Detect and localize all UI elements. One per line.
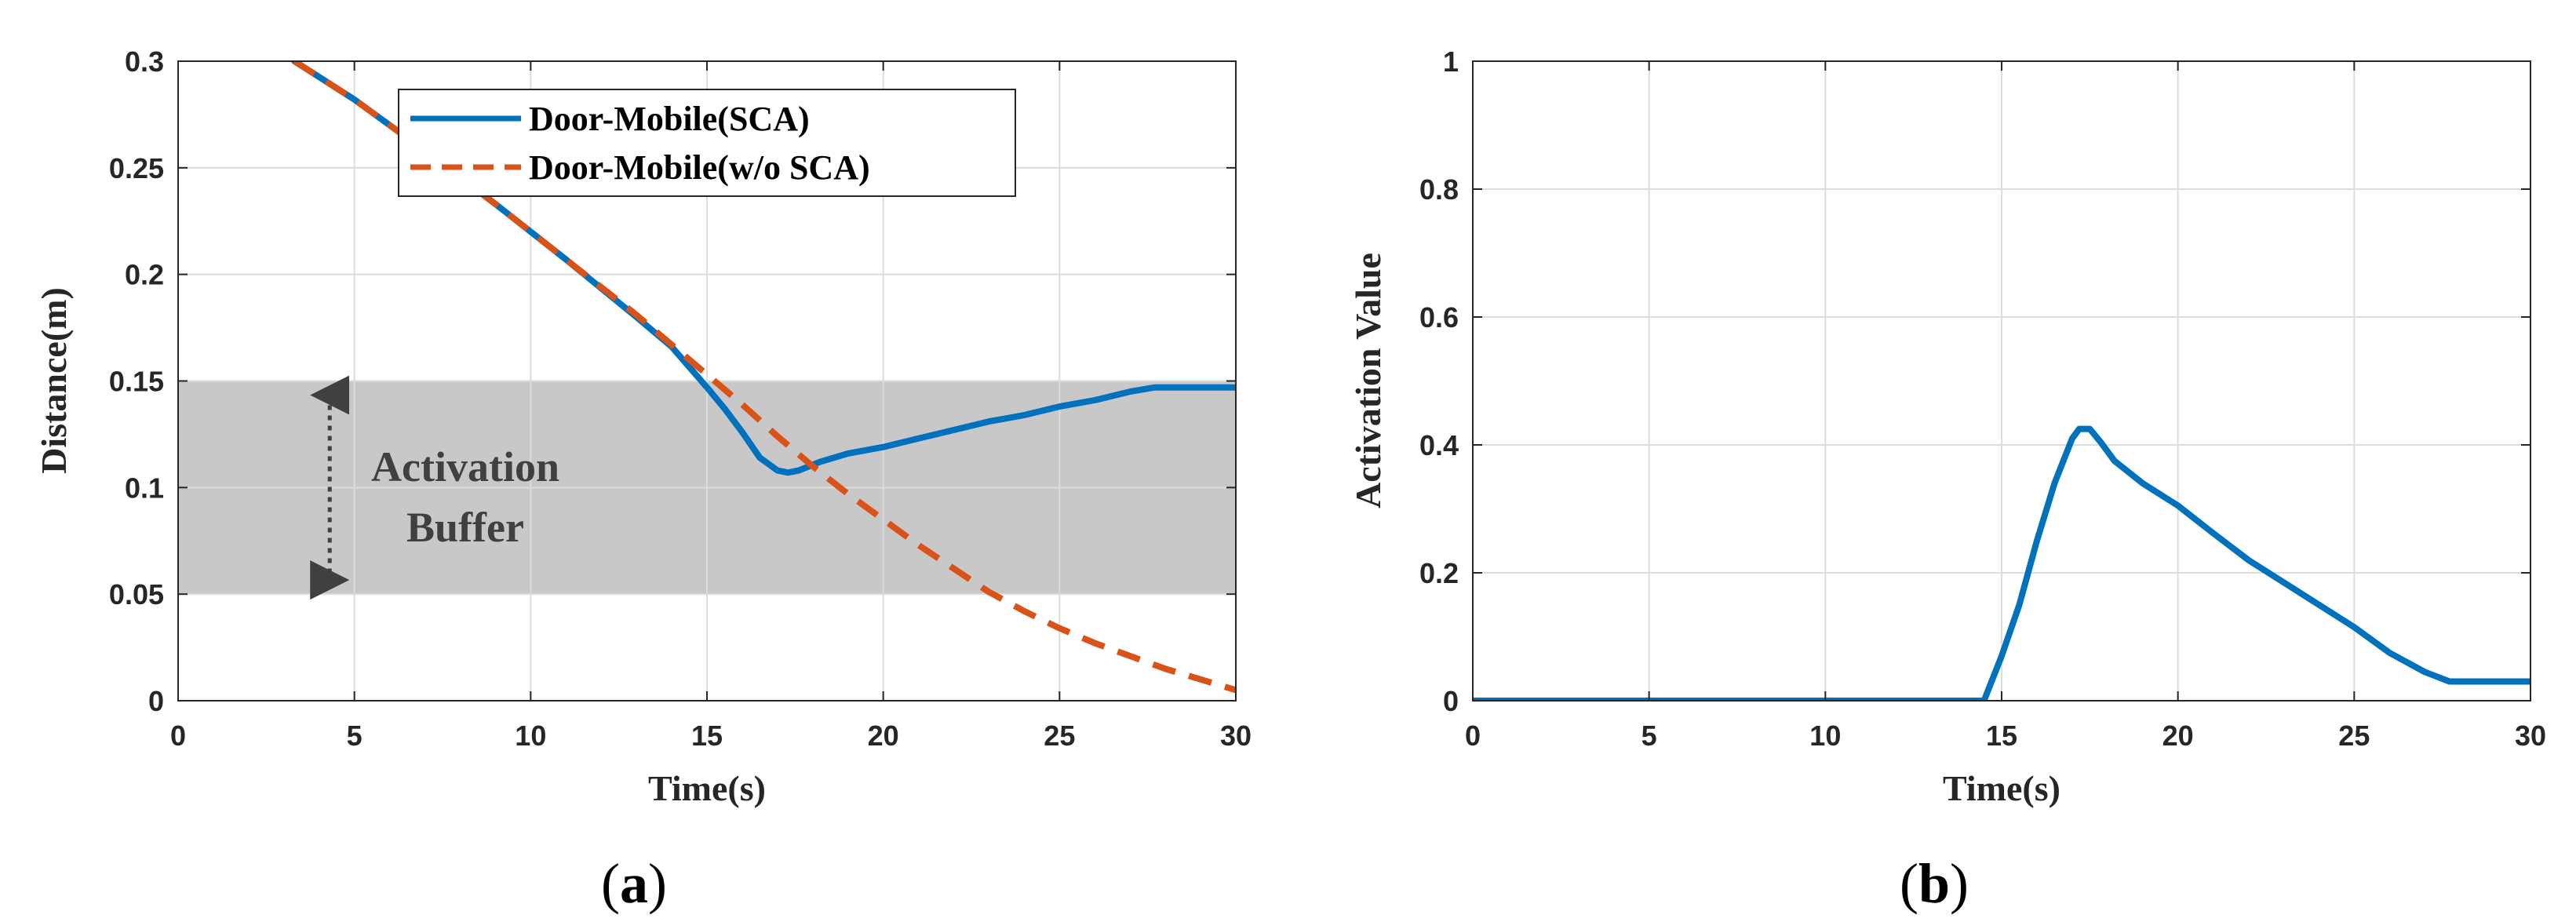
y-ticks-b: 0 0.2 0.4 0.6 0.8 1 — [1419, 46, 2530, 717]
y-tick-label: 0.8 — [1419, 173, 1459, 206]
panel-label-a: (a) — [601, 852, 667, 915]
y-tick-label: 0.3 — [125, 46, 164, 78]
x-tick-label: 30 — [1220, 720, 1252, 752]
y-tick-label: 0.25 — [109, 152, 164, 184]
x-tick-label: 20 — [2162, 720, 2194, 752]
y-tick-label: 0.2 — [1419, 557, 1459, 589]
x-axis-label-b: Time(s) — [1943, 768, 2060, 808]
x-ticks-a: 0 5 10 15 20 25 30 — [170, 61, 1252, 752]
legend-box — [398, 89, 1016, 197]
y-tick-label: 0.6 — [1419, 301, 1459, 333]
y-tick-label: 0.4 — [1419, 429, 1459, 461]
series-line-wo-sca — [293, 61, 1236, 694]
y-tick-label: 0.2 — [125, 259, 164, 291]
y-tick-label: 0.05 — [109, 578, 164, 610]
legend-label-sca: Door-Mobile(SCA) — [529, 100, 810, 138]
legend-a: Door-Mobile(SCA) Door-Mobile(w/o SCA) — [398, 89, 1016, 197]
y-tick-label: 0.15 — [109, 366, 164, 398]
x-tick-label: 0 — [1465, 720, 1481, 752]
legend-label-wo-sca: Door-Mobile(w/o SCA) — [529, 148, 870, 187]
x-tick-label: 5 — [347, 720, 363, 752]
annotation-line-2: Buffer — [406, 504, 524, 551]
y-tick-label: 1 — [1443, 46, 1459, 78]
x-tick-label: 15 — [691, 720, 723, 752]
y-axis-label-a: Distance(m) — [34, 287, 74, 474]
y-tick-label: 0 — [148, 685, 164, 717]
panel-letter-b: b — [1918, 852, 1950, 915]
series-group-b — [1473, 425, 2530, 701]
chart-a: 0 5 10 15 20 25 30 0 0.05 0.1 0.15 0.2 0.25 0.3 Time… — [34, 46, 1252, 915]
panel-letter-a: a — [620, 852, 648, 915]
x-tick-label: 10 — [1809, 720, 1841, 752]
panel-label-b: (b) — [1900, 852, 1969, 915]
x-tick-label: 25 — [2338, 720, 2370, 752]
x-tick-label: 25 — [1044, 720, 1075, 752]
x-tick-label: 20 — [868, 720, 899, 752]
y-axis-label-b: Activation Value — [1348, 253, 1388, 508]
x-tick-label: 0 — [170, 720, 186, 752]
x-axis-label-a: Time(s) — [648, 768, 766, 808]
y-tick-label: 0 — [1443, 685, 1459, 717]
x-tick-label: 30 — [2515, 720, 2546, 752]
x-ticks-b: 0 5 10 15 20 25 30 — [1465, 61, 2546, 752]
series-group-a — [291, 61, 1236, 694]
annotation-line-1: Activation — [371, 443, 559, 490]
y-ticks-a: 0 0.05 0.1 0.15 0.2 0.25 0.3 — [109, 46, 1236, 717]
grid-b — [1473, 61, 2530, 701]
chart-b: 0 5 10 15 20 25 30 0 0.2 0.4 0.6 0.8 1 Time(s) Acti… — [1348, 46, 2546, 915]
x-tick-label: 15 — [1986, 720, 2017, 752]
y-tick-label: 0.1 — [125, 472, 164, 504]
series-line-activation — [1473, 425, 2530, 701]
x-tick-label: 5 — [1641, 720, 1657, 752]
x-tick-label: 10 — [515, 720, 546, 752]
